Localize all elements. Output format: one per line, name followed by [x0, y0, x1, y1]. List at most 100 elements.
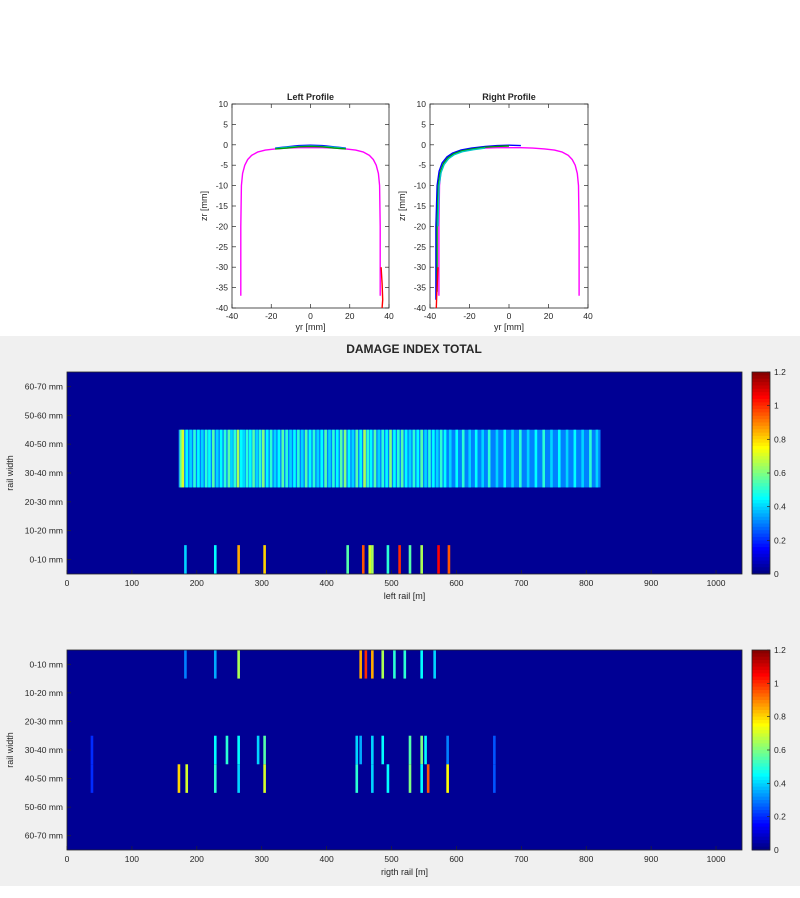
heatmap-cell	[236, 429, 240, 488]
heatmap-cell	[389, 429, 392, 488]
heatmap-cell	[366, 429, 370, 488]
heatmap-cell	[252, 429, 255, 488]
colorbar-segment	[752, 696, 770, 701]
y-tick-label: -15	[414, 201, 427, 211]
colorbar-segment	[752, 429, 770, 434]
y-tick-label: -40	[414, 303, 427, 313]
heatmap-cell	[193, 429, 196, 488]
heatmap-cell	[359, 429, 362, 488]
heatmap-cell	[215, 429, 219, 488]
colorbar-segment	[752, 536, 770, 541]
heatmap-cell	[239, 429, 243, 488]
heatmap-cell	[386, 545, 390, 574]
colorbar-segment	[752, 563, 770, 568]
colorbar-segment	[752, 513, 770, 518]
y-tick-label: -30	[414, 262, 427, 272]
heatmap-cell	[526, 429, 530, 488]
colorbar-segment	[752, 706, 770, 711]
x-tick-label: 0	[308, 311, 313, 321]
y-tick-label: 30-40 mm	[25, 468, 63, 478]
colorbar-segment	[752, 653, 770, 658]
heatmap-cell	[381, 429, 385, 488]
heatmap-cell	[424, 735, 427, 765]
heatmap-cell	[503, 429, 507, 488]
colorbar-segment	[752, 686, 770, 691]
colorbar-segment	[752, 476, 770, 481]
profile-series-line	[240, 146, 381, 296]
plot-area	[429, 103, 589, 309]
x-tick-label: -20	[463, 311, 476, 321]
y-tick-label: 50-60 mm	[25, 802, 63, 812]
left-profile-plot: -40 -20 0 20 40 10 5 0 -5 -10 -15 -20 -25 -30 -35 -40 Le…	[199, 92, 394, 332]
y-tick-label: -10	[216, 181, 229, 191]
colorbar-segment	[752, 557, 770, 562]
x-tick-label: 1000	[707, 854, 726, 864]
heatmap-cell	[233, 429, 237, 488]
heatmap-cell	[300, 429, 304, 488]
heatmap-cell	[269, 429, 273, 488]
heatmap-cell	[595, 429, 599, 488]
colorbar-segment	[752, 726, 770, 731]
heatmap-cell	[493, 735, 496, 765]
heatmap-cell	[308, 429, 312, 488]
heatmap-cell	[297, 429, 300, 488]
heatmap-cell	[219, 429, 223, 488]
heatmap-cell	[446, 764, 449, 793]
heatmap-cell	[181, 429, 185, 488]
colorbar-segment	[752, 466, 770, 471]
heatmap-cell	[346, 545, 349, 574]
heatmap-cell	[363, 429, 366, 488]
colorbar-segment	[752, 526, 770, 531]
colorbar-segment	[752, 506, 770, 511]
heatmap-cell	[245, 429, 249, 488]
heatmap-cell	[447, 545, 451, 574]
colorbar-segment	[752, 439, 770, 444]
y-tick-label: -40	[216, 303, 229, 313]
colorbar-segment	[752, 479, 770, 484]
heatmap-cell	[265, 429, 269, 488]
heatmap-cell	[242, 429, 246, 488]
y-tick-label: 0-10 mm	[29, 659, 63, 669]
colorbar-segment	[752, 796, 770, 801]
y-tick-label: -10	[414, 181, 427, 191]
colorbar-segment	[752, 462, 770, 467]
colorbar-segment	[752, 469, 770, 474]
y-tick-label: 0	[223, 140, 228, 150]
heatmap-cell	[439, 429, 443, 488]
x-tick-label: 700	[514, 578, 528, 588]
heatmap-cell	[426, 764, 430, 793]
colorbar-segment	[752, 723, 770, 728]
colorbar-segment	[752, 533, 770, 538]
figure-title: DAMAGE INDEX TOTAL	[346, 342, 482, 356]
colorbar-segment	[752, 489, 770, 494]
heatmap-cell	[347, 429, 351, 488]
colorbar-segment	[752, 776, 770, 781]
colorbar-segment	[752, 810, 770, 814]
heatmap-cell	[355, 429, 359, 488]
colorbar-segment	[752, 840, 770, 844]
y-tick-label: -5	[220, 160, 228, 170]
colorbar-segment	[752, 409, 770, 413]
heatmap-cell	[249, 429, 252, 488]
colorbar-segment	[752, 673, 770, 678]
colorbar-segment	[752, 435, 770, 440]
x-tick-label: 40	[583, 311, 593, 321]
colorbar-tick-label: 0.8	[774, 712, 786, 722]
y-tick-label: -35	[216, 283, 229, 293]
profile-series-line	[275, 145, 346, 150]
heatmap-cell	[433, 650, 436, 679]
x-axis-label: yr [mm]	[494, 322, 524, 332]
colorbar-segment	[752, 676, 770, 681]
colorbar-segment	[752, 560, 770, 565]
colorbar-segment	[752, 530, 770, 535]
colorbar-segment	[752, 398, 770, 403]
heatmap-cell	[403, 650, 407, 679]
heatmap-cell	[184, 545, 187, 574]
heatmap-cell	[90, 735, 94, 765]
heatmap-cell	[420, 735, 423, 765]
y-axis-label: rail width	[5, 455, 15, 491]
heatmap-cell	[237, 650, 240, 679]
heatmap-cell	[495, 429, 499, 488]
heatmap-cell	[225, 735, 229, 765]
